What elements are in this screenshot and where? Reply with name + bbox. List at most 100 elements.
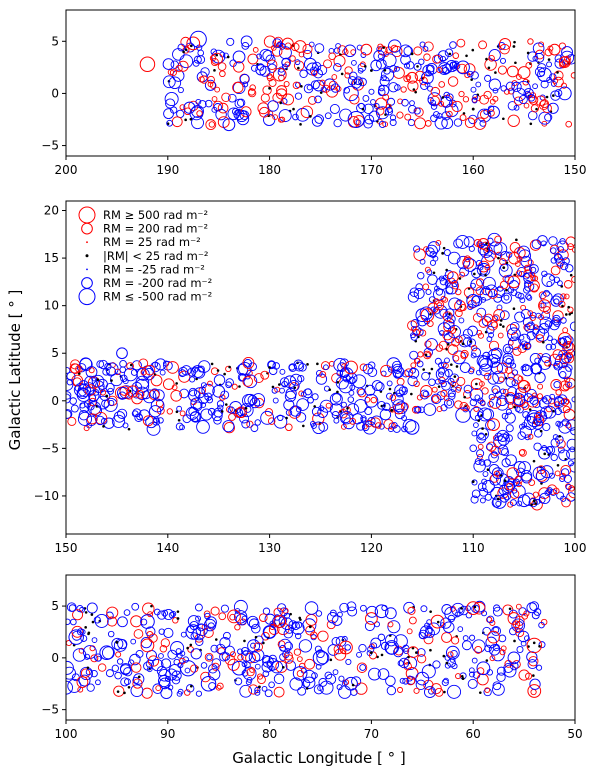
rm-point-negative <box>451 60 460 68</box>
rm-point-negative <box>326 611 339 624</box>
rm-point-positive <box>307 96 317 105</box>
rm-point-negative <box>471 489 481 499</box>
rm-point-negative <box>250 642 257 649</box>
rm-point-negative <box>554 58 565 69</box>
rm-point-zero <box>278 383 281 386</box>
rm-point-negative <box>565 264 574 273</box>
rm-point-positive <box>370 396 377 404</box>
rm-point-negative <box>492 643 501 652</box>
rm-point-negative <box>221 652 231 661</box>
rm-point-zero <box>532 459 536 463</box>
rm-point-negative <box>288 379 300 392</box>
rm-point-negative <box>447 251 461 265</box>
rm-point-negative <box>193 55 202 64</box>
rm-point-negative <box>182 656 189 663</box>
rm-point-negative <box>481 254 495 269</box>
rm-point-negative <box>314 43 325 54</box>
rm-point-positive <box>459 271 465 278</box>
rm-point-negative <box>430 114 438 123</box>
rm-point-zero <box>86 666 90 670</box>
rm-point-negative <box>539 406 553 419</box>
rm-point-negative <box>416 360 424 368</box>
rm-point-negative <box>571 396 575 403</box>
rm-point-zero <box>526 51 530 55</box>
rm-point-negative <box>82 645 97 659</box>
rm-point-negative <box>504 480 516 492</box>
rm-point-negative <box>499 250 511 262</box>
rm-point-positive <box>125 391 133 400</box>
rm-point-negative <box>400 54 411 66</box>
rm-point-negative <box>107 387 114 395</box>
rm-point-negative <box>231 660 247 676</box>
rm-point-negative <box>479 497 486 504</box>
rm-point-negative <box>367 416 376 426</box>
rm-point-negative <box>527 110 538 121</box>
rm-point-zero <box>513 639 516 643</box>
rm-point-negative <box>554 89 563 98</box>
rm-point-positive <box>380 364 393 378</box>
rm-point-positive <box>538 41 545 48</box>
rm-point-zero <box>91 620 95 624</box>
rm-point-negative <box>391 421 398 429</box>
rm-point-negative <box>146 421 161 436</box>
rm-point-negative <box>91 637 98 643</box>
rm-point-positive <box>359 61 366 68</box>
rm-point-negative <box>227 93 237 103</box>
rm-point-negative <box>479 357 494 372</box>
rm-point-negative <box>336 684 343 691</box>
rm-point-negative <box>376 58 387 70</box>
rm-point-negative <box>529 678 541 690</box>
y-tick-label: 5 <box>51 34 59 48</box>
rm-point-positive <box>207 81 214 88</box>
rm-point-positive <box>282 93 295 106</box>
rm-point-negative <box>212 384 226 398</box>
rm-point-positive <box>211 662 220 671</box>
rm-point-negative <box>93 616 101 624</box>
rm-point-negative <box>163 609 175 621</box>
rm-point-positive <box>342 406 351 415</box>
rm-point-negative <box>255 64 267 76</box>
rm-point-negative <box>537 67 552 82</box>
rm-point-positive <box>438 340 448 350</box>
rm-point-negative <box>311 393 319 401</box>
rm-point-positive <box>442 296 449 303</box>
rm-point-zero <box>316 362 319 366</box>
rm-point-negative <box>389 65 398 73</box>
rm-point-negative <box>510 332 519 340</box>
rm-point-negative <box>499 310 510 321</box>
rm-point-negative <box>290 373 303 386</box>
rm-point-positive <box>570 72 575 79</box>
rm-point-positive <box>297 656 303 662</box>
y-tick-label: 20 <box>44 204 59 218</box>
rm-point-negative <box>329 104 340 115</box>
rm-point-negative <box>368 110 380 122</box>
rm-point-negative <box>394 84 401 91</box>
rm-point-negative <box>538 446 551 460</box>
rm-point-zero <box>299 123 302 126</box>
rm-point-negative <box>479 287 493 301</box>
legend-marker <box>85 254 89 258</box>
rm-point-zero <box>528 408 532 411</box>
rm-point-negative <box>386 685 397 696</box>
rm-point-negative <box>251 64 259 72</box>
rm-point-negative <box>441 604 453 615</box>
rm-point-negative <box>164 675 172 682</box>
rm-point-positive <box>502 388 509 395</box>
rm-point-negative <box>79 357 93 370</box>
rm-point-negative <box>128 659 135 666</box>
rm-point-negative <box>119 360 127 368</box>
rm-point-zero <box>87 632 90 636</box>
rm-point-zero <box>84 626 87 629</box>
rm-point-zero <box>445 347 448 351</box>
rm-point-positive <box>263 35 277 48</box>
rm-point-positive <box>252 47 259 53</box>
rm-point-negative <box>370 637 382 649</box>
rm-point-negative <box>430 393 442 405</box>
rm-point-negative <box>425 247 435 257</box>
rm-point-negative <box>492 494 507 509</box>
rm-point-negative <box>232 81 246 95</box>
rm-point-negative <box>497 444 509 456</box>
rm-point-negative <box>179 650 186 657</box>
rm-point-negative <box>441 117 454 130</box>
rm-point-negative <box>363 118 373 129</box>
